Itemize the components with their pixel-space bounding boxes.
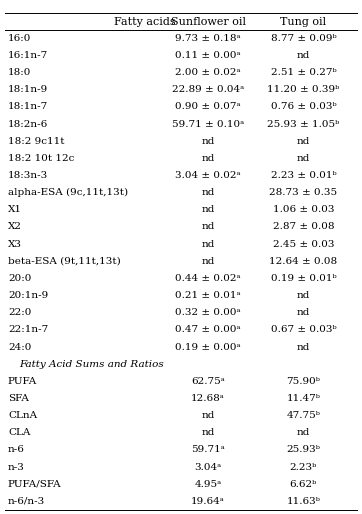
Text: 0.44 ± 0.02ᵃ: 0.44 ± 0.02ᵃ [175, 274, 241, 283]
Text: 18:0: 18:0 [8, 68, 31, 77]
Text: Fatty acids: Fatty acids [114, 17, 176, 27]
Text: 24:0: 24:0 [8, 342, 31, 352]
Text: CLA: CLA [8, 428, 30, 437]
Text: 22:0: 22:0 [8, 308, 31, 317]
Text: 18:3n-3: 18:3n-3 [8, 171, 48, 180]
Text: X3: X3 [8, 240, 22, 249]
Text: 18:2 9c11t: 18:2 9c11t [8, 137, 64, 146]
Text: nd: nd [297, 291, 310, 300]
Text: 2.87 ± 0.08: 2.87 ± 0.08 [273, 223, 334, 231]
Text: 20:0: 20:0 [8, 274, 31, 283]
Text: 20:1n-9: 20:1n-9 [8, 291, 48, 300]
Text: nd: nd [297, 154, 310, 163]
Text: 1.06 ± 0.03: 1.06 ± 0.03 [273, 205, 334, 214]
Text: 2.00 ± 0.02ᵃ: 2.00 ± 0.02ᵃ [175, 68, 241, 77]
Text: 8.77 ± 0.09ᵇ: 8.77 ± 0.09ᵇ [270, 34, 336, 43]
Text: nd: nd [202, 154, 215, 163]
Text: nd: nd [202, 205, 215, 214]
Text: n-6/n-3: n-6/n-3 [8, 497, 45, 506]
Text: nd: nd [202, 188, 215, 197]
Text: n-3: n-3 [8, 463, 25, 471]
Text: 19.64ᵃ: 19.64ᵃ [191, 497, 225, 506]
Text: 28.73 ± 0.35: 28.73 ± 0.35 [269, 188, 337, 197]
Text: nd: nd [297, 308, 310, 317]
Text: SFA: SFA [8, 394, 29, 403]
Text: nd: nd [297, 342, 310, 352]
Text: 11.20 ± 0.39ᵇ: 11.20 ± 0.39ᵇ [267, 85, 340, 95]
Text: PUFA/SFA: PUFA/SFA [8, 480, 62, 489]
Text: X2: X2 [8, 223, 22, 231]
Text: 18:2 10t 12c: 18:2 10t 12c [8, 154, 74, 163]
Text: nd: nd [297, 137, 310, 146]
Text: 22:1n-7: 22:1n-7 [8, 325, 48, 335]
Text: 11.47ᵇ: 11.47ᵇ [286, 394, 320, 403]
Text: 0.47 ± 0.00ᵃ: 0.47 ± 0.00ᵃ [175, 325, 241, 335]
Text: 2.23ᵇ: 2.23ᵇ [290, 463, 317, 471]
Text: 0.21 ± 0.01ᵃ: 0.21 ± 0.01ᵃ [175, 291, 241, 300]
Text: nd: nd [202, 223, 215, 231]
Text: 0.19 ± 0.01ᵇ: 0.19 ± 0.01ᵇ [270, 274, 336, 283]
Text: 18:1n-7: 18:1n-7 [8, 102, 48, 112]
Text: X1: X1 [8, 205, 22, 214]
Text: 3.04ᵃ: 3.04ᵃ [194, 463, 222, 471]
Text: 0.32 ± 0.00ᵃ: 0.32 ± 0.00ᵃ [175, 308, 241, 317]
Text: 18:1n-9: 18:1n-9 [8, 85, 48, 95]
Text: 47.75ᵇ: 47.75ᵇ [286, 411, 320, 420]
Text: 2.23 ± 0.01ᵇ: 2.23 ± 0.01ᵇ [270, 171, 336, 180]
Text: beta-ESA (9t,11t,13t): beta-ESA (9t,11t,13t) [8, 257, 121, 266]
Text: n-6: n-6 [8, 445, 25, 454]
Text: 62.75ᵃ: 62.75ᵃ [191, 377, 225, 386]
Text: Sunflower oil: Sunflower oil [171, 17, 246, 27]
Text: 12.68ᵃ: 12.68ᵃ [191, 394, 225, 403]
Text: nd: nd [202, 137, 215, 146]
Text: 59.71ᵃ: 59.71ᵃ [191, 445, 225, 454]
Text: 9.73 ± 0.18ᵃ: 9.73 ± 0.18ᵃ [175, 34, 241, 43]
Text: 0.76 ± 0.03ᵇ: 0.76 ± 0.03ᵇ [270, 102, 336, 112]
Text: 59.71 ± 0.10ᵃ: 59.71 ± 0.10ᵃ [172, 120, 244, 128]
Text: nd: nd [202, 240, 215, 249]
Text: 0.90 ± 0.07ᵃ: 0.90 ± 0.07ᵃ [175, 102, 241, 112]
Text: 16:1n-7: 16:1n-7 [8, 51, 48, 60]
Text: 25.93ᵇ: 25.93ᵇ [286, 445, 320, 454]
Text: PUFA: PUFA [8, 377, 37, 386]
Text: 6.62ᵇ: 6.62ᵇ [290, 480, 317, 489]
Text: 11.63ᵇ: 11.63ᵇ [286, 497, 320, 506]
Text: nd: nd [297, 51, 310, 60]
Text: 0.67 ± 0.03ᵇ: 0.67 ± 0.03ᵇ [270, 325, 336, 335]
Text: 0.11 ± 0.00ᵃ: 0.11 ± 0.00ᵃ [175, 51, 241, 60]
Text: 2.45 ± 0.03: 2.45 ± 0.03 [273, 240, 334, 249]
Text: nd: nd [202, 257, 215, 266]
Text: 18:2n-6: 18:2n-6 [8, 120, 48, 128]
Text: alpha-ESA (9c,11t,13t): alpha-ESA (9c,11t,13t) [8, 188, 128, 197]
Text: CLnA: CLnA [8, 411, 37, 420]
Text: Tung oil: Tung oil [280, 17, 327, 27]
Text: nd: nd [202, 428, 215, 437]
Text: Fatty Acid Sums and Ratios: Fatty Acid Sums and Ratios [19, 360, 164, 369]
Text: 0.19 ± 0.00ᵃ: 0.19 ± 0.00ᵃ [175, 342, 241, 352]
Text: 4.95ᵃ: 4.95ᵃ [194, 480, 222, 489]
Text: 75.90ᵇ: 75.90ᵇ [286, 377, 320, 386]
Text: 16:0: 16:0 [8, 34, 31, 43]
Text: 3.04 ± 0.02ᵃ: 3.04 ± 0.02ᵃ [175, 171, 241, 180]
Text: 22.89 ± 0.04ᵃ: 22.89 ± 0.04ᵃ [172, 85, 244, 95]
Text: 25.93 ± 1.05ᵇ: 25.93 ± 1.05ᵇ [267, 120, 340, 128]
Text: 12.64 ± 0.08: 12.64 ± 0.08 [269, 257, 337, 266]
Text: nd: nd [297, 428, 310, 437]
Text: nd: nd [202, 411, 215, 420]
Text: 2.51 ± 0.27ᵇ: 2.51 ± 0.27ᵇ [270, 68, 336, 77]
